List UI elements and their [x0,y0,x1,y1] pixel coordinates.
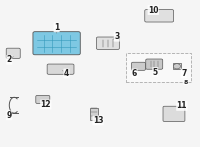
Text: 10: 10 [148,6,158,15]
Text: 8: 8 [184,80,188,85]
FancyBboxPatch shape [131,62,145,70]
Text: 12: 12 [41,100,51,109]
Bar [126,53,191,82]
Text: 11: 11 [177,101,187,110]
FancyBboxPatch shape [96,37,119,49]
FancyBboxPatch shape [163,106,185,122]
Text: 5: 5 [153,68,158,77]
Bar [173,63,181,69]
Bar [90,108,98,120]
Text: 4: 4 [64,69,69,78]
Text: 9: 9 [7,111,12,120]
Text: 3: 3 [114,32,119,41]
Text: 1: 1 [54,23,59,32]
FancyBboxPatch shape [6,48,20,58]
Text: 6: 6 [132,69,137,78]
FancyBboxPatch shape [146,59,163,69]
FancyBboxPatch shape [36,95,50,103]
FancyBboxPatch shape [145,10,174,22]
Text: 13: 13 [93,116,103,125]
Text: 2: 2 [7,55,12,64]
Text: 7: 7 [181,69,187,78]
FancyBboxPatch shape [47,64,74,74]
FancyBboxPatch shape [33,32,80,55]
Circle shape [173,64,180,69]
